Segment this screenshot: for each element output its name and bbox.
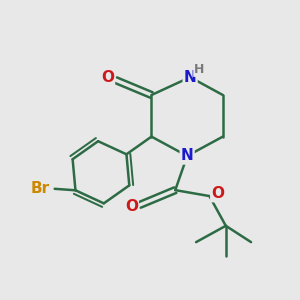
Text: H: H: [194, 63, 204, 76]
Text: O: O: [211, 186, 224, 201]
Text: N: N: [184, 70, 196, 85]
Text: O: O: [125, 199, 138, 214]
Text: Br: Br: [31, 181, 50, 196]
Text: O: O: [101, 70, 114, 85]
Text: N: N: [181, 148, 194, 164]
